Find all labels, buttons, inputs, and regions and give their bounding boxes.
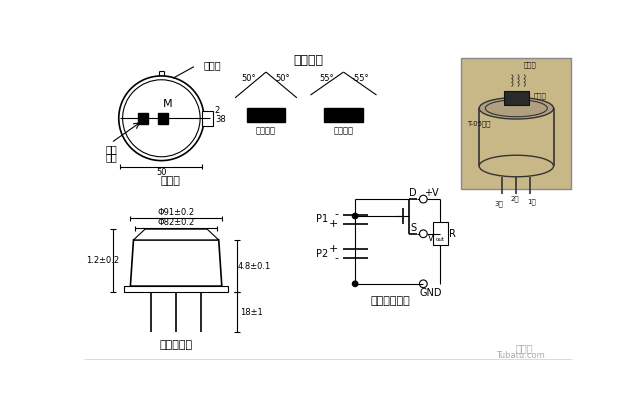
Text: T-05金封: T-05金封 [467, 120, 491, 127]
Text: -: - [334, 210, 338, 220]
Text: 滤光窗: 滤光窗 [204, 60, 221, 70]
Text: 接收窗: 接收窗 [533, 93, 546, 99]
Text: 4.8±0.1: 4.8±0.1 [237, 262, 271, 271]
Text: 3脚: 3脚 [495, 200, 504, 207]
Text: +: + [329, 219, 338, 229]
Text: Φ91±0.2: Φ91±0.2 [157, 208, 195, 217]
Bar [138, 113, 148, 124]
Polygon shape [124, 286, 228, 292]
Text: 50°: 50° [242, 74, 256, 83]
Bar [246, 108, 285, 122]
Text: P2: P2 [316, 249, 328, 259]
Text: 1.2±0.2: 1.2±0.2 [86, 256, 119, 265]
Text: 探视角度: 探视角度 [294, 54, 324, 67]
Text: -55°: -55° [352, 74, 369, 83]
Text: GND: GND [420, 288, 442, 298]
Text: P1: P1 [316, 214, 328, 224]
Circle shape [353, 281, 358, 286]
Bar [158, 113, 168, 124]
Text: 顶视图: 顶视图 [161, 175, 180, 186]
Bar [433, 222, 448, 245]
Text: R: R [449, 229, 456, 239]
Text: 50°: 50° [276, 74, 291, 83]
Text: 红外能: 红外能 [524, 61, 537, 68]
Polygon shape [134, 229, 219, 240]
Text: 55°: 55° [319, 74, 334, 83]
Text: 1脚: 1脚 [527, 198, 536, 205]
Text: 敏感单元: 敏感单元 [333, 127, 353, 136]
Text: S: S [410, 223, 416, 233]
Bar [461, 58, 572, 189]
Text: 18±1: 18±1 [240, 308, 262, 317]
Text: V: V [428, 234, 434, 243]
Bar [504, 91, 529, 105]
Ellipse shape [479, 98, 554, 119]
Text: 38: 38 [215, 115, 226, 124]
Bar [324, 108, 363, 122]
Text: M: M [163, 100, 172, 109]
Text: 土巴兔: 土巴兔 [515, 343, 533, 353]
Text: +V: +V [424, 188, 438, 198]
Text: 单元: 单元 [105, 152, 117, 162]
Circle shape [353, 213, 358, 219]
Text: 敏感单元: 敏感单元 [256, 127, 276, 136]
Text: 2脚: 2脚 [511, 195, 519, 202]
Text: out: out [436, 237, 445, 242]
Text: Φ82±0.2: Φ82±0.2 [157, 218, 195, 227]
Text: Tubatu.com: Tubatu.com [496, 351, 545, 360]
Text: 50: 50 [156, 169, 166, 177]
Text: 2: 2 [215, 106, 220, 115]
Bar [202, 111, 213, 126]
Text: D: D [410, 188, 417, 198]
Text: 侧视外型图: 侧视外型图 [159, 339, 193, 350]
Text: 内部电路原理: 内部电路原理 [370, 296, 410, 306]
Text: -: - [334, 253, 338, 264]
Polygon shape [131, 240, 222, 286]
Text: 敏感: 敏感 [105, 144, 117, 154]
Text: +: + [329, 244, 338, 254]
